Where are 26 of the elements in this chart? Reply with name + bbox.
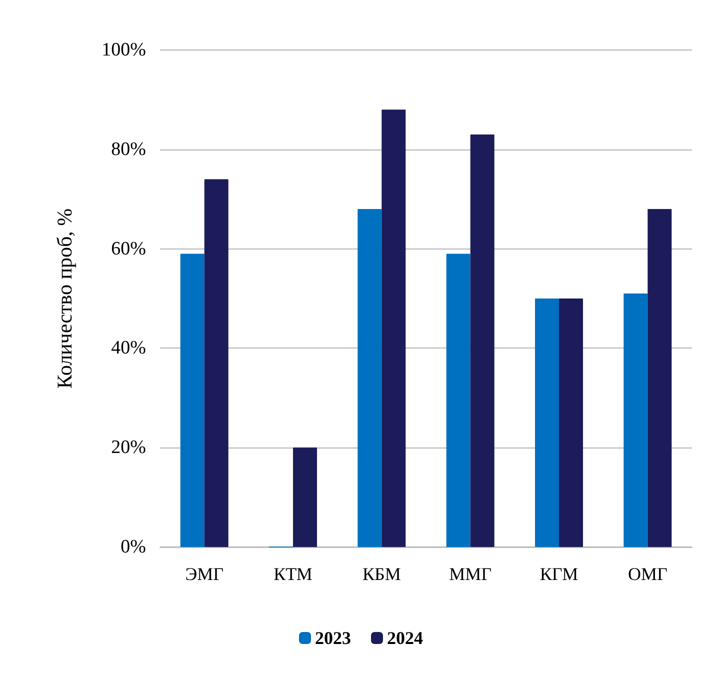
x-tick-label: ММГ (449, 564, 492, 584)
y-tick-label: 100% (102, 40, 146, 60)
x-tick-label: ЭМГ (185, 564, 224, 584)
x-tick-label: ОМГ (628, 564, 668, 584)
bar (559, 298, 583, 547)
bar (470, 134, 494, 547)
bar (204, 179, 228, 547)
bar (180, 254, 204, 547)
y-tick-label: 60% (111, 238, 146, 260)
bar (446, 254, 470, 547)
y-tick-label: 80% (111, 138, 146, 160)
x-tick-label: КТМ (274, 564, 312, 584)
y-tick-label: 0% (120, 536, 146, 558)
bar (648, 209, 672, 547)
bar (535, 298, 559, 547)
y-tick-label: 40% (111, 338, 146, 359)
x-tick-label: КБМ (362, 564, 401, 584)
y-axis-title: Количество проб, % (52, 208, 76, 389)
x-tick-label: КГМ (540, 564, 578, 584)
bar (382, 110, 406, 547)
legend-label: 2024 (387, 628, 423, 648)
bar (358, 209, 382, 547)
y-tick-label: 20% (111, 437, 146, 458)
bar (293, 448, 317, 547)
legend-label: 2023 (315, 628, 351, 648)
bar (624, 294, 648, 547)
